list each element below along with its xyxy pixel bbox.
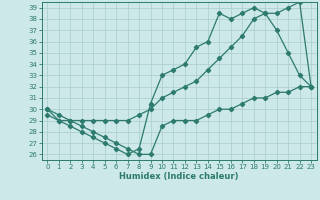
X-axis label: Humidex (Indice chaleur): Humidex (Indice chaleur) bbox=[119, 172, 239, 181]
